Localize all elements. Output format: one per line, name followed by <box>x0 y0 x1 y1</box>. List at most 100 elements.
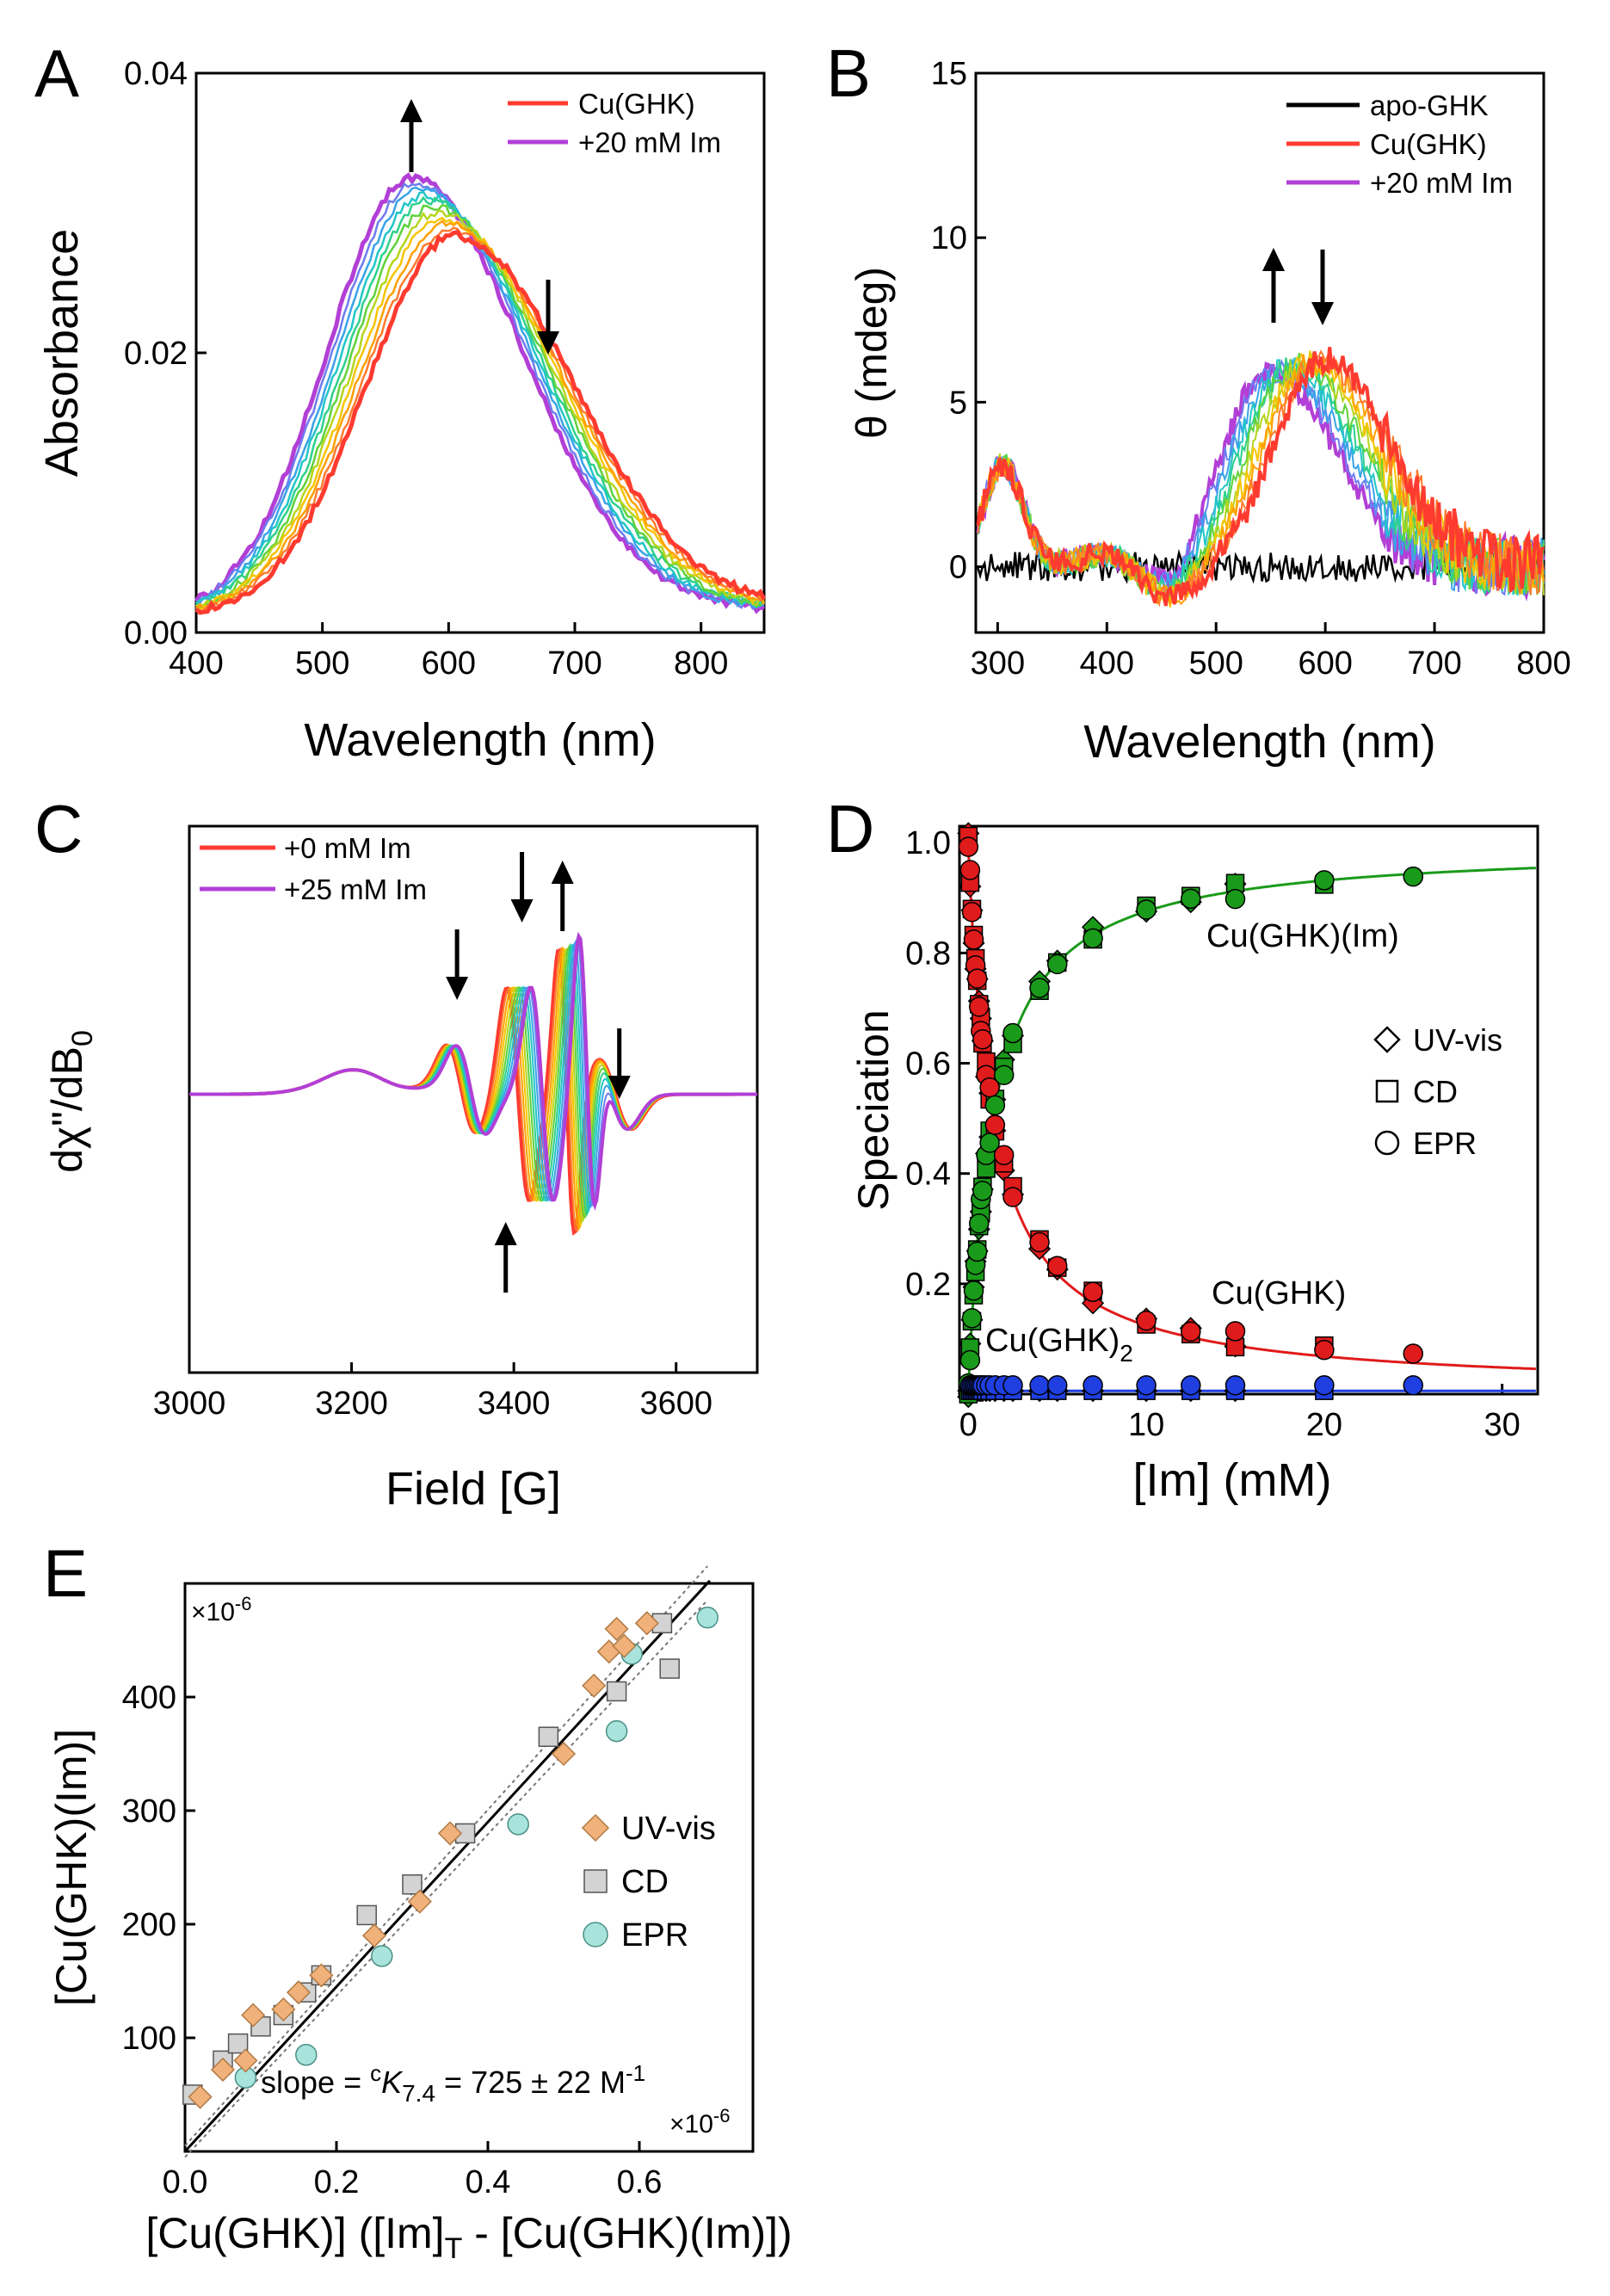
panel-a: A 400 500 600 700 800 0.00 0.02 0.04 Cu(GHK) +2… <box>34 35 767 766</box>
legend-label-apo: apo-GHK <box>1370 89 1489 121</box>
point-uv-vis <box>188 2084 213 2109</box>
point-complex <box>993 1065 1015 1085</box>
point-free <box>972 1028 993 1050</box>
panel-e-xlabel-main: [Cu(GHK)] ([Im] <box>145 2209 444 2257</box>
point-bis <box>1046 1374 1068 1396</box>
slope-k: K <box>381 2065 404 2100</box>
panel-d-points <box>957 822 1424 1409</box>
curve-label-free: Cu(GHK) <box>1212 1275 1346 1312</box>
y-tick-label: 0.2 <box>905 1267 951 1303</box>
y-tick-label: 0.4 <box>905 1157 951 1193</box>
panel-d: D 0 10 20 30 0.2 0.4 0.6 0.8 1.0 Cu(GHK)(Im) Cu(… <box>826 791 1539 1506</box>
x-tick-label: 0.0 <box>163 2164 208 2200</box>
panel-a-xlabel: Wavelength (nm) <box>304 714 656 766</box>
x-tick-label: 300 <box>971 645 1025 682</box>
panel-e-xscale: ×10-6 <box>669 2105 730 2139</box>
x-tick-label: 3200 <box>315 1386 388 1422</box>
x-tick-label: 800 <box>674 645 728 682</box>
panel-e-axis-ticks: 0.0 0.2 0.4 0.6 100 200 300 400 <box>122 1680 663 2200</box>
legend-marker-cd <box>583 1869 608 1893</box>
point-free <box>993 1145 1015 1166</box>
slope-sub: 7.4 <box>402 2080 435 2107</box>
point-uv-vis <box>582 1673 607 1698</box>
panel-e-yscale: ×10-6 <box>191 1593 251 1626</box>
legend-label-im: +20 mM Im <box>1370 167 1513 199</box>
point-uv-vis <box>210 2057 236 2083</box>
legend-label: UV-vis <box>621 1811 716 1847</box>
point-epr <box>696 1606 719 1629</box>
y-tick-label: 400 <box>122 1680 176 1716</box>
arrow-down-head <box>446 977 469 1000</box>
panel-c-arrows <box>446 852 631 1293</box>
panel-e-yscale-base: ×10 <box>191 1598 235 1626</box>
panel-e-slope-annotation: slope = cK7.4 = 725 ± 22 M-1 <box>261 2060 645 2107</box>
arrow-up-head <box>551 861 574 884</box>
curve-label-bis: Cu(GHK)2 <box>985 1323 1133 1367</box>
x-tick-label: 700 <box>1407 645 1461 682</box>
point-uv-vis <box>286 1980 312 2005</box>
point-uv-vis <box>612 1633 637 1658</box>
point-cd <box>356 1904 377 1926</box>
y-tick-label: 0 <box>949 550 967 586</box>
panel-b-axis-ticks: 300 400 500 600 700 800 0 5 10 15 <box>931 56 1571 682</box>
arrow-down-head <box>510 899 534 923</box>
panel-c-xlabel: Field [G] <box>386 1463 561 1515</box>
point-complex <box>1181 888 1201 910</box>
y-tick-label: 15 <box>931 56 967 92</box>
panel-e-xscale-exp: -6 <box>713 2105 731 2126</box>
slope-prefix: slope = <box>261 2065 370 2100</box>
point-cd <box>538 1726 559 1747</box>
point-free <box>966 968 988 989</box>
point-uv-vis <box>407 1889 432 1914</box>
y-tick-label: 0.02 <box>124 336 188 372</box>
point-epr <box>295 2044 318 2066</box>
point-free <box>968 997 990 1017</box>
curve-label-bis-main: Cu(GHK) <box>985 1323 1120 1359</box>
point-complex <box>1403 866 1424 887</box>
point-cd <box>606 1681 627 1702</box>
point-epr <box>507 1813 529 1836</box>
legend-marker-uv-vis <box>581 1813 610 1842</box>
panel-c-spectra <box>189 931 757 1236</box>
y-tick-label: 5 <box>949 385 967 421</box>
panel-d-ylabel: Speciation <box>849 1009 898 1211</box>
x-tick-label: 0 <box>959 1407 978 1443</box>
y-tick-label: 1.0 <box>905 825 951 861</box>
x-tick-label: 600 <box>1298 645 1352 682</box>
panel-e-xlabel: [Cu(GHK)] ([Im]T - [Cu(GHK)(Im)]) <box>145 2209 792 2265</box>
point-free <box>1046 1256 1068 1276</box>
point-free <box>984 1114 1006 1135</box>
point-bis <box>1224 1374 1246 1396</box>
point-complex <box>1314 870 1335 891</box>
fit-line <box>183 1579 711 2153</box>
arrow-up-head <box>494 1222 517 1245</box>
panel-b-frame <box>974 71 1545 634</box>
x-tick-label: 30 <box>1484 1407 1521 1443</box>
panel-d-axis-ticks: 0 10 20 30 0.2 0.4 0.6 0.8 1.0 <box>905 825 1521 1443</box>
x-tick-label: 0.4 <box>466 2164 511 2200</box>
cd-spectrum-curve <box>976 347 1545 607</box>
point-cd <box>227 2033 249 2054</box>
x-tick-label: 400 <box>1080 645 1134 682</box>
point-bis <box>1029 1374 1050 1396</box>
panel-e-points <box>182 1606 719 2109</box>
point-bis <box>1083 1374 1103 1396</box>
panel-a-legend: Cu(GHK) +20 mM Im <box>508 88 721 158</box>
point-complex <box>961 1308 983 1329</box>
x-tick-label: 800 <box>1516 645 1570 682</box>
x-tick-label: 0.6 <box>617 2164 663 2200</box>
panel-d-legend: UV-vis CD EPR <box>1373 1022 1502 1161</box>
panel-d-letter: D <box>826 791 874 867</box>
arrow-up-head <box>1262 248 1285 271</box>
panel-b-arrows <box>1262 248 1334 325</box>
legend-marker-cd <box>1375 1079 1399 1103</box>
slope-sup: c <box>370 2060 381 2086</box>
panel-d-xlabel: [Im] (mM) <box>1133 1454 1332 1506</box>
panel-b: B 300 400 500 600 700 800 0 5 10 15 apo-GHK Cu(GH… <box>826 35 1571 768</box>
point-free <box>1002 1187 1023 1207</box>
x-tick-label: 3600 <box>639 1386 712 1422</box>
panel-c-axis-ticks: 3000 3200 3400 3600 <box>153 1362 712 1422</box>
point-uv-vis <box>604 1616 629 1641</box>
point-free <box>1083 1281 1103 1302</box>
